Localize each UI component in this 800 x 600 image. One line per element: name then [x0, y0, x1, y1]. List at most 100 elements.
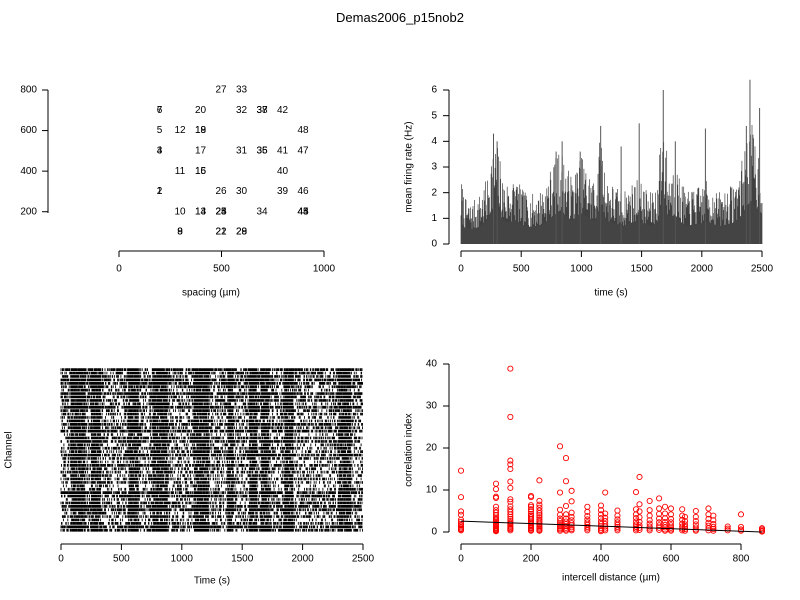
- correlation-point: [679, 512, 686, 519]
- correlation-point: [662, 503, 669, 510]
- correlation-point: [646, 523, 653, 530]
- correlation-point: [710, 523, 717, 531]
- rate-y-tick-label: 6: [431, 85, 437, 96]
- electrode-label: 46: [297, 186, 309, 197]
- correlation-point: [457, 522, 465, 529]
- correlation-point: [584, 503, 591, 510]
- correlation-point: [507, 461, 514, 468]
- page-title: Demas2006_p15nob2: [336, 10, 464, 25]
- correlation-point: [646, 517, 653, 524]
- correlation-point: [584, 527, 591, 534]
- electrode-label: 10: [174, 206, 186, 217]
- correlation-point: [614, 519, 621, 526]
- correlation-point: [667, 511, 675, 518]
- correlation-point: [568, 498, 575, 505]
- correlation-point: [492, 494, 500, 502]
- correlation-point: [507, 511, 514, 518]
- rate-y-tick-label: 4: [431, 136, 437, 147]
- correlation-point: [632, 515, 640, 522]
- correlation-point: [632, 511, 640, 518]
- layout-y-tick-label: 400: [20, 166, 37, 177]
- rate-x-tick-label: 0: [458, 264, 464, 275]
- correlation-point: [681, 513, 689, 520]
- correlation-point: [737, 511, 745, 518]
- rate-x-tick-label: 2500: [751, 264, 774, 275]
- electrode-label: 26: [215, 186, 227, 197]
- correlation-point: [632, 489, 640, 496]
- corr-x-tick-label: 800: [733, 554, 750, 565]
- correlation-point: [681, 527, 689, 534]
- correlation-point: [457, 511, 465, 518]
- correlation-point: [662, 524, 669, 531]
- correlation-point: [692, 513, 699, 520]
- correlation-point: [710, 512, 717, 519]
- correlation-point: [457, 467, 465, 474]
- correlation-point: [681, 521, 689, 528]
- correlation-point: [557, 523, 564, 530]
- correlation-point: [584, 519, 591, 526]
- correlation-point: [457, 494, 465, 501]
- electrode-label: 35: [256, 145, 268, 156]
- electrode-label: 44: [297, 206, 309, 217]
- corr-y-tick-label: 30: [426, 401, 438, 412]
- electrode-label: 14: [195, 206, 207, 217]
- electrode-label: 16: [195, 166, 207, 177]
- correlation-point: [584, 512, 591, 520]
- electrode-label: 22: [215, 227, 227, 238]
- electrode-label: 18: [195, 125, 207, 136]
- correlation-point: [646, 525, 653, 532]
- correlation-point: [507, 498, 514, 505]
- corr-y-tick-label: 40: [426, 359, 438, 370]
- electrode-label: 45: [297, 206, 309, 217]
- correlation-point: [584, 508, 591, 515]
- electrode-label: 1: [157, 186, 163, 197]
- correlation-point: [492, 515, 500, 523]
- regression-line: [460, 520, 763, 533]
- correlation-point: [662, 521, 669, 528]
- correlation-point: [656, 505, 663, 512]
- corr-x-tick-label: 600: [663, 554, 680, 565]
- rate-x-tick-label: 500: [513, 264, 530, 275]
- correlation-point: [557, 527, 564, 534]
- correlation-point: [636, 518, 643, 525]
- correlation-point: [632, 525, 640, 532]
- correlation-point: [614, 507, 621, 514]
- rate-x-tick-label: 1500: [630, 264, 653, 275]
- corr-x-tick-label: 0: [458, 554, 464, 565]
- electrode-label: 7: [157, 105, 163, 116]
- electrode-label: 27: [215, 85, 227, 96]
- electrode-label: 17: [195, 145, 207, 156]
- correlation-point: [562, 511, 570, 518]
- corr-y-axis-label: correlation index: [404, 413, 415, 486]
- correlation-point: [557, 515, 564, 522]
- correlation-point: [507, 484, 514, 491]
- correlation-point: [568, 509, 575, 516]
- correlation-point: [679, 506, 686, 513]
- correlation-point: [584, 523, 591, 531]
- correlation-point: [667, 505, 675, 512]
- electrode-label: 42: [277, 105, 289, 116]
- electrode-label: 33: [236, 85, 248, 96]
- layout-x-tick-label: 1000: [313, 264, 336, 275]
- rate-area: [461, 196, 762, 244]
- layout-y-tick-label: 200: [20, 206, 37, 217]
- electrode-label: 20: [195, 105, 207, 116]
- electrode-label: 9: [177, 227, 183, 238]
- correlation-point: [457, 516, 465, 523]
- raster-panel: 0 500 1000 1500 2000 2500 Time (s) Channel: [4, 368, 375, 587]
- correlation-point: [656, 526, 663, 533]
- correlation-point: [662, 510, 669, 517]
- electrode-label: 40: [277, 166, 289, 177]
- correlation-point: [507, 465, 514, 473]
- correlation-point: [636, 501, 643, 508]
- correlation-point: [507, 518, 514, 525]
- correlation-point: [667, 524, 675, 531]
- electrode-label: 13: [195, 206, 207, 217]
- correlation-point: [557, 489, 564, 496]
- raster-x-tick-label: 0: [58, 554, 64, 565]
- layout-x-axis-label: spacing (µm): [182, 288, 240, 299]
- correlation-point: [656, 495, 663, 502]
- correlation-point: [562, 523, 570, 530]
- electrode-label: 30: [236, 186, 248, 197]
